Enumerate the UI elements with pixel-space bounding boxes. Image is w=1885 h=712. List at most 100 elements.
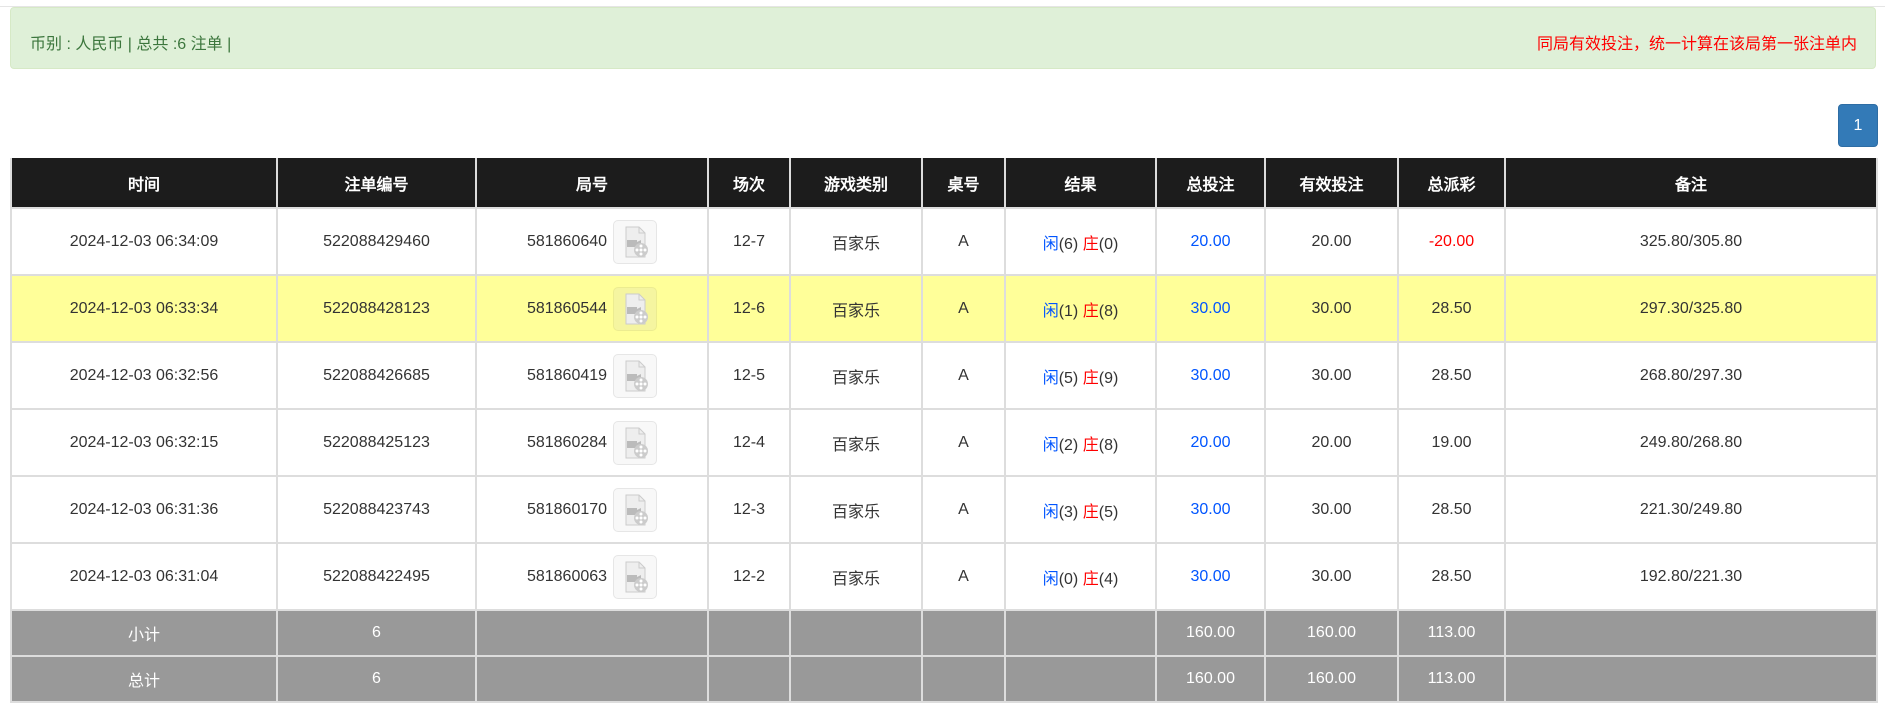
- session-cell: 12-5: [707, 341, 791, 410]
- game-cell: 百家乐: [789, 475, 923, 544]
- bet-id-cell-text: 522088422495: [323, 567, 430, 585]
- video-file-icon[interactable]: [613, 420, 658, 465]
- total-row: 总计 6 160.00 160.00 113.00: [10, 655, 1878, 703]
- subtotal-count-text: 6: [372, 624, 381, 641]
- total-bet-cell: 20.00: [1155, 207, 1266, 276]
- subtotal-row: 小计 6 160.00 160.00 113.00: [10, 609, 1878, 657]
- payout-cell: 28.50: [1397, 341, 1506, 410]
- round-cell: 581860640: [475, 207, 709, 276]
- note-cell: 249.80/268.80: [1504, 408, 1878, 477]
- valid-bet-cell: 20.00: [1264, 408, 1399, 477]
- note-cell: 192.80/221.30: [1504, 542, 1878, 611]
- valid-bet-cell: 30.00: [1264, 274, 1399, 343]
- player-label: 闲: [1042, 235, 1059, 253]
- session-cell-text: 12-6: [732, 299, 766, 317]
- banker-label: 庄: [1082, 570, 1099, 588]
- player-score: (0): [1058, 570, 1079, 588]
- video-file-icon[interactable]: [613, 353, 658, 398]
- empty-cell: [921, 655, 1006, 703]
- empty-cell: [1504, 609, 1878, 657]
- page-1-button[interactable]: 1: [1838, 104, 1878, 147]
- player-score: (1): [1058, 302, 1079, 320]
- bet-id-cell-text: 522088425123: [323, 433, 430, 451]
- result-cell: 闲(0) 庄(4): [1004, 542, 1157, 611]
- game-cell-text: 百家乐: [831, 570, 880, 588]
- payout-cell-text: 28.50: [1431, 299, 1472, 317]
- empty-cell: [1004, 655, 1157, 703]
- notice-text: 同局有效投注，统一计算在该局第一张注单内: [1536, 36, 1857, 53]
- player-label: 闲: [1042, 503, 1059, 521]
- header-note: 备注: [1504, 158, 1878, 208]
- total-total-bet: 160.00: [1155, 655, 1266, 703]
- table-cell-text: A: [958, 299, 969, 317]
- payout-cell-text: 28.50: [1431, 366, 1472, 384]
- table-row: 2024-12-03 06:31:36 522088423743 581860170…: [10, 475, 1878, 544]
- total-bet-cell-text: 20.00: [1190, 433, 1231, 451]
- bet-id-cell: 522088422495: [276, 542, 477, 611]
- valid-bet-cell: 30.00: [1264, 542, 1399, 611]
- empty-cell: [789, 655, 923, 703]
- table-cell-text: A: [958, 433, 969, 451]
- total-valid-bet: 160.00: [1264, 655, 1399, 703]
- table-header: 时间 注单编号 局号 场次 游戏类别 桌号 结果 总投注 有效投注 总派彩 备注: [10, 158, 1878, 208]
- header-total-bet: 总投注: [1155, 158, 1266, 208]
- video-file-icon[interactable]: [613, 219, 658, 264]
- round-text: 581860640: [526, 232, 608, 250]
- game-cell-text: 百家乐: [831, 302, 880, 320]
- payout-cell: 19.00: [1397, 408, 1506, 477]
- round-cell: 581860544: [475, 274, 709, 343]
- subtotal-payout: 113.00: [1397, 609, 1506, 657]
- table-cell: A: [921, 542, 1006, 611]
- time-cell-text: 2024-12-03 06:31:36: [69, 500, 219, 518]
- subtotal-label: 小计: [10, 609, 278, 657]
- round-cell: 581860063: [475, 542, 709, 611]
- note-cell-text: 268.80/297.30: [1639, 366, 1743, 384]
- game-cell-text: 百家乐: [831, 369, 880, 387]
- time-cell: 2024-12-03 06:32:15: [10, 408, 278, 477]
- game-cell: 百家乐: [789, 408, 923, 477]
- payout-cell-text: 28.50: [1431, 567, 1472, 585]
- note-cell: 297.30/325.80: [1504, 274, 1878, 343]
- header-bet-id: 注单编号: [276, 158, 477, 208]
- subtotal-count: 6: [276, 609, 477, 657]
- result-cell: 闲(2) 庄(8): [1004, 408, 1157, 477]
- banker-label: 庄: [1082, 235, 1099, 253]
- player-score: (3): [1058, 503, 1079, 521]
- result-cell: 闲(1) 庄(8): [1004, 274, 1157, 343]
- table-cell: A: [921, 341, 1006, 410]
- player-label: 闲: [1042, 436, 1059, 454]
- video-file-icon[interactable]: [613, 286, 658, 331]
- header-round: 局号: [475, 158, 709, 208]
- player-score: (6): [1058, 235, 1079, 253]
- session-cell-text: 12-5: [732, 366, 766, 384]
- round-text: 581860284: [526, 433, 608, 451]
- video-file-icon[interactable]: [613, 554, 658, 599]
- empty-cell: [707, 609, 791, 657]
- table-cell-text: A: [958, 567, 969, 585]
- valid-bet-cell: 30.00: [1264, 341, 1399, 410]
- total-bet-cell-text: 30.00: [1190, 299, 1231, 317]
- result-cell: 闲(6) 庄(0): [1004, 207, 1157, 276]
- session-cell-text: 12-7: [732, 232, 766, 250]
- banker-score: (8): [1098, 302, 1119, 320]
- banker-score: (0): [1098, 235, 1119, 253]
- note-cell-text: 192.80/221.30: [1639, 567, 1743, 585]
- total-bet-cell: 30.00: [1155, 274, 1266, 343]
- valid-bet-cell-text: 30.00: [1311, 567, 1352, 585]
- video-file-icon[interactable]: [613, 487, 658, 532]
- time-cell-text: 2024-12-03 06:31:04: [69, 567, 219, 585]
- bet-id-cell-text: 522088426685: [323, 366, 430, 384]
- total-total-bet-text: 160.00: [1186, 670, 1235, 687]
- total-bet-cell: 30.00: [1155, 475, 1266, 544]
- banker-label: 庄: [1082, 436, 1099, 454]
- total-bet-cell: 30.00: [1155, 542, 1266, 611]
- total-count: 6: [276, 655, 477, 703]
- banker-score: (4): [1098, 570, 1119, 588]
- round-text: 581860419: [526, 366, 608, 384]
- banker-score: (5): [1098, 503, 1119, 521]
- game-cell-text: 百家乐: [831, 235, 880, 253]
- total-label: 总计: [10, 655, 278, 703]
- total-payout-text: 113.00: [1427, 670, 1476, 687]
- note-cell-text: 249.80/268.80: [1639, 433, 1743, 451]
- player-score: (5): [1058, 369, 1079, 387]
